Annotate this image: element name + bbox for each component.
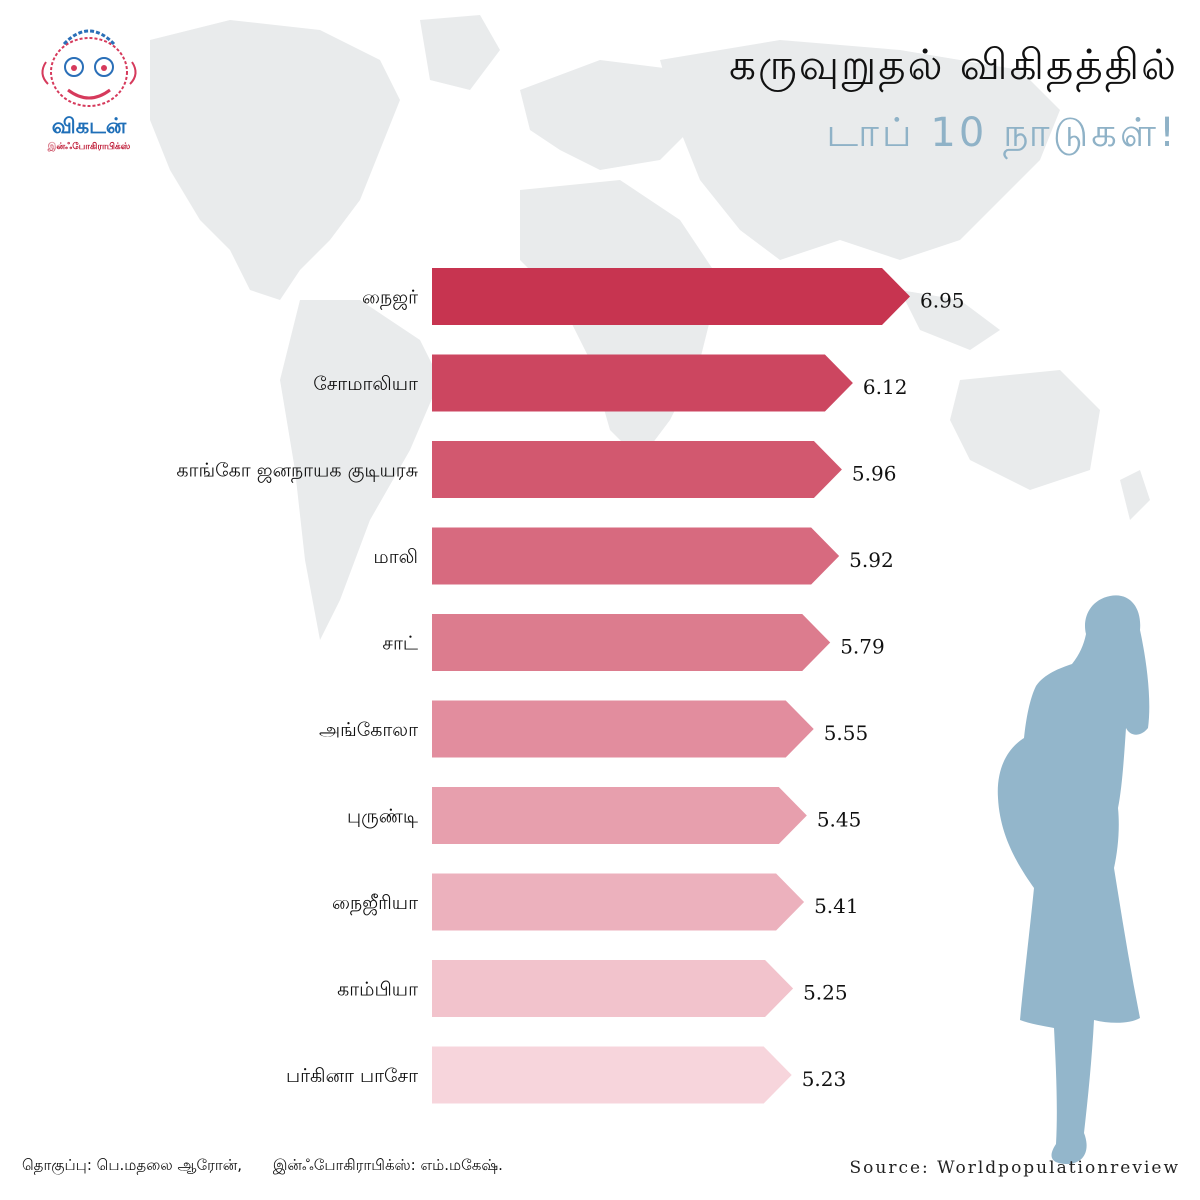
value-label: 5.55 [824,721,869,745]
compiled-by: தொகுப்பு: பெ.மதலை ஆரோன், [22,1156,243,1174]
category-label: சாட் [382,633,418,655]
category-label: சோமாலியா [313,373,418,395]
credits-line: தொகுப்பு: பெ.மதலை ஆரோன், இன்ஃபோகிராபிக்ஸ… [22,1156,503,1176]
bar [432,268,910,325]
logo-subtitle: இன்ஃபோகிராபிக்ஸ் [47,142,131,152]
map-new-zealand [1120,470,1150,520]
page-subtitle: டாப் 10 நாடுகள்! [826,110,1178,156]
source-credit: Source: Worldpopulationreview [849,1158,1180,1178]
map-asia [660,40,1060,260]
logo-name: விகடன் [51,114,127,138]
value-label: 5.92 [849,548,894,572]
map-greenland [420,15,500,90]
category-label: பர்கினா பாசோ [286,1065,418,1087]
category-label: மாலி [373,546,418,568]
vikatan-logo: விகடன் இன்ஃபோகிராபிக்ஸ் [34,22,144,157]
value-label: 6.95 [920,289,965,313]
map-south-america [280,300,440,640]
bar [432,960,794,1017]
bar [432,527,840,585]
value-label: 5.96 [852,462,897,486]
value-label: 5.41 [814,894,859,918]
map-se-asia [900,290,1000,350]
category-label: புருண்டி [347,806,418,829]
bar [432,787,807,844]
category-label: காங்கோ ஜனநாயக குடியரசு [176,460,418,483]
map-north-america [150,20,400,300]
infographics-by: இன்ஃபோகிராபிக்ஸ்: எம்.மகேஷ். [272,1156,503,1174]
fertility-bar-chart: நைஜர் 6.95 சோமாலியா 6.12 காங்கோ ஜனநாயக குடிய… [176,268,965,1104]
bar [432,614,831,671]
bar [432,700,814,758]
world-map-background [150,15,1150,640]
value-label: 5.45 [817,808,862,832]
category-label: அங்கோலா [319,719,418,741]
value-label: 6.12 [863,375,908,399]
category-label: நைஜர் [362,287,418,310]
bar [432,354,853,412]
bar [432,1046,792,1104]
bar [432,873,805,931]
pregnant-woman-silhouette [997,595,1150,1164]
value-label: 5.23 [802,1067,847,1091]
logo-face-icon [41,29,137,107]
value-label: 5.25 [803,981,848,1005]
bar [432,441,842,498]
category-label: காம்பியா [337,979,418,1001]
page-title: கருவுறுதல் விகிதத்தில் [729,40,1178,89]
map-australia [950,370,1100,490]
map-europe [520,60,700,170]
category-label: நைஜீரியா [332,892,418,915]
value-label: 5.79 [840,635,885,659]
